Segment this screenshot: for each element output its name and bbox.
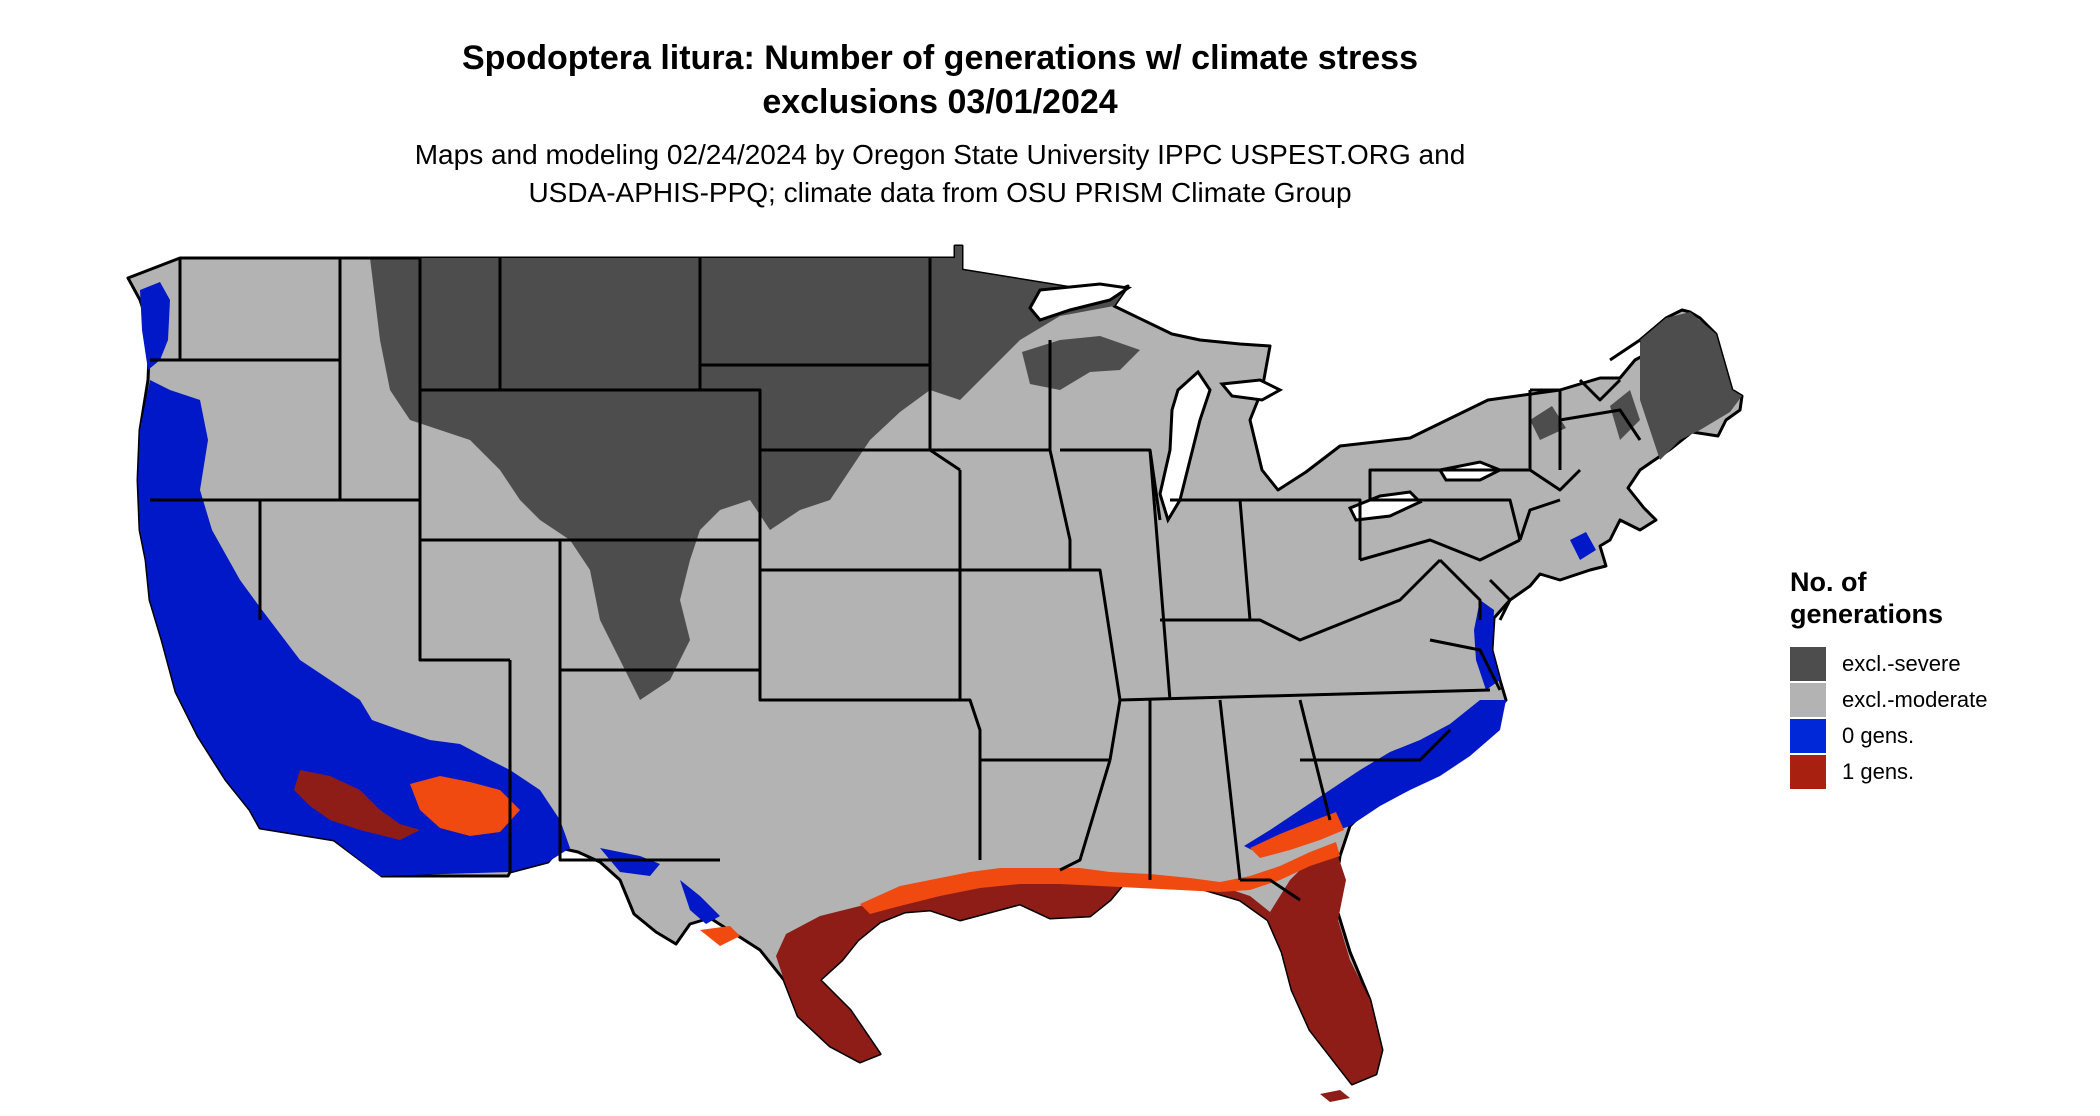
legend-title-line-1: No. of (1790, 567, 1867, 597)
one-generation-light-zones (410, 776, 1344, 946)
legend-title-line-2: generations (1790, 599, 1944, 629)
legend-item: excl.-severe (1790, 646, 1988, 682)
map-title-line-2: exclusions 03/01/2024 (762, 83, 1118, 121)
map-subtitle: Maps and modeling 02/24/2024 by Oregon S… (0, 136, 1880, 212)
legend-item: excl.-moderate (1790, 682, 1988, 718)
legend-label: excl.-severe (1842, 651, 1961, 676)
state-borders (150, 256, 1642, 902)
legend: No. of generations excl.-severe excl.-mod… (1790, 566, 1988, 790)
legend-item: 1 gens. (1790, 754, 1988, 790)
legend-item: 0 gens. (1790, 718, 1988, 754)
legend-swatch (1790, 683, 1826, 717)
map-title-line-1: Spodoptera litura: Number of generations… (462, 39, 1418, 77)
legend-swatch (1790, 755, 1826, 789)
one-generation-zones (294, 770, 1382, 1102)
map-subtitle-line-1: Maps and modeling 02/24/2024 by Oregon S… (414, 139, 1466, 170)
legend-label: 0 gens. (1842, 723, 1915, 748)
legend-title: No. of generations (1790, 566, 1988, 630)
legend-label: 1 gens. (1842, 759, 1915, 784)
map-title: Spodoptera litura: Number of generations… (0, 36, 1880, 124)
legend-swatch (1790, 719, 1826, 753)
map-subtitle-line-2: USDA-APHIS-PPQ; climate data from OSU PR… (528, 177, 1352, 208)
legend-label: excl.-moderate (1842, 687, 1988, 712)
legend-swatch (1790, 647, 1826, 681)
legend-items: excl.-severe excl.-moderate 0 gens. 1 gens. (1790, 646, 1988, 790)
